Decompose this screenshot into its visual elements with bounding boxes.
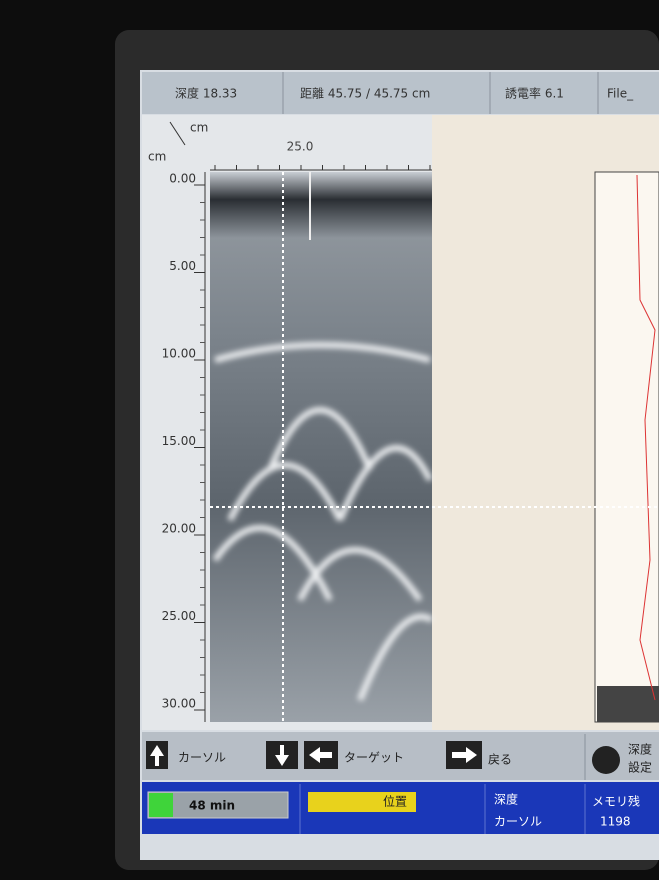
depth-tick-label: 0.00 (169, 172, 196, 186)
dielectric-readout: 誘電率 6.1 (505, 86, 564, 101)
device-photo: 深度 18.33 距離 45.75 / 45.75 cm 誘電率 6.1 Fil… (0, 0, 659, 880)
profile-box (595, 172, 659, 722)
depth-set-label: 深度 (628, 742, 652, 757)
y-unit: cm (148, 150, 166, 164)
enter-button[interactable] (592, 746, 620, 774)
cursor-status: カーソル (494, 815, 542, 829)
depth-tick-label: 5.00 (169, 259, 196, 273)
depth-tick-label: 20.00 (162, 522, 196, 536)
cursor-button-label: カーソル (178, 751, 226, 765)
depth-set-label: 設定 (628, 760, 652, 775)
position-label: 位置 (383, 794, 407, 809)
depth-tick-label: 30.00 (162, 697, 196, 711)
time-label: 48 min (189, 799, 235, 813)
profile-bar (597, 686, 659, 722)
depth-readout: 深度 18.33 (175, 86, 237, 101)
distance-readout: 距離 45.75 / 45.75 cm (300, 87, 430, 101)
page: 深度 18.33 距離 45.75 / 45.75 cm 誘電率 6.1 Fil… (0, 0, 659, 880)
back-button-label: 戻る (488, 753, 512, 767)
target-button-label: ターゲット (344, 751, 404, 765)
depth-tick-label: 10.00 (162, 347, 196, 361)
memory-value: 1198 (600, 815, 631, 829)
time-gauge-fill (149, 793, 173, 817)
depth-tick-label: 15.00 (162, 434, 196, 448)
x-tick-label: 25.0 (287, 140, 314, 154)
depth-tick-label: 25.00 (162, 609, 196, 623)
file-readout: File_ (607, 87, 634, 101)
x-unit: cm (190, 121, 208, 135)
memory-label: メモリ残 (592, 795, 640, 809)
depth-status: 深度 (494, 792, 518, 807)
